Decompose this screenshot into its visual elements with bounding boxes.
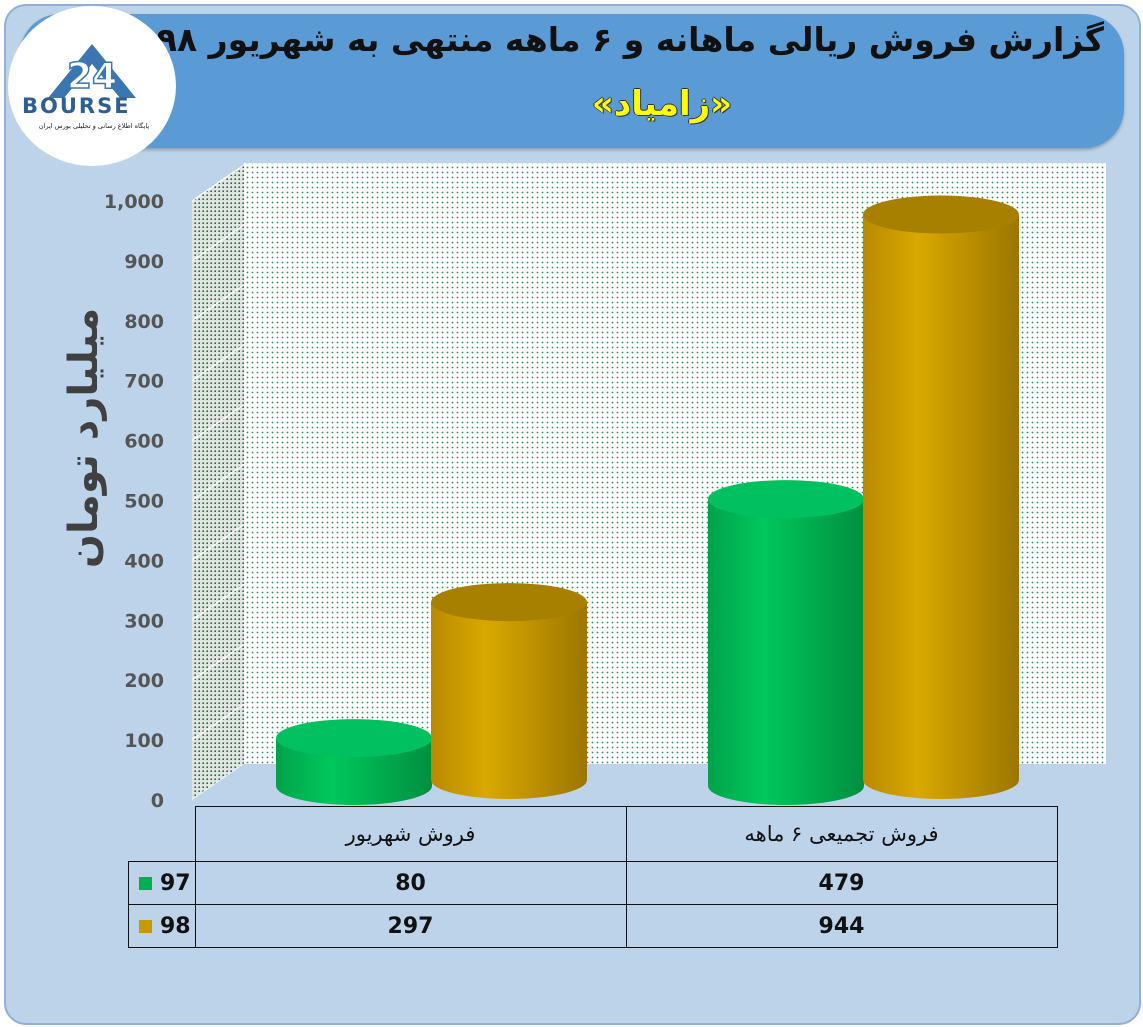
- legend-cell-98: 98: [128, 904, 196, 948]
- y-tick-label: 900: [124, 251, 164, 273]
- gridline-side: [191, 643, 245, 681]
- logo-mark-icon: 24: [48, 44, 136, 98]
- bar-top: [276, 719, 432, 758]
- gridline-side: [191, 284, 245, 322]
- table-cell: 80: [194, 861, 627, 905]
- data-table: فروش شهریور فروش تجمیعی ۶ ماهه 97 80 479…: [128, 806, 1058, 948]
- bar-body: [276, 738, 432, 805]
- table-corner: [128, 806, 196, 862]
- bars-group: [276, 195, 1019, 805]
- y-tick-label: 100: [124, 730, 164, 752]
- bar-top: [431, 583, 587, 622]
- gridline-side: [191, 523, 245, 561]
- gridline-side: [191, 404, 245, 442]
- logo-tagline: پایگاه اطلاع رسانی و تحلیلی بورس ایران: [38, 122, 150, 130]
- y-tick-label: 400: [124, 550, 164, 572]
- gridline-side: [191, 224, 245, 262]
- gridline-side: [191, 703, 245, 741]
- chart-title: گزارش فروش ریالی ماهانه و ۶ ماهه منتهی ب…: [156, 20, 1104, 59]
- chart-frame: گزارش فروش ریالی ماهانه و ۶ ماهه منتهی ب…: [4, 4, 1141, 1025]
- legend-swatch-98: [139, 920, 152, 933]
- y-tick-label: 700: [124, 371, 164, 393]
- legend-cell-97: 97: [128, 861, 196, 905]
- bar-98-1: [863, 195, 1019, 799]
- bar-97-0: [276, 719, 432, 805]
- chart-subtitle: «زامیاد»: [591, 84, 733, 124]
- table-category-header: فروش تجمیعی ۶ ماهه: [625, 806, 1058, 862]
- bar-body: [431, 602, 587, 799]
- table-header-row: فروش شهریور فروش تجمیعی ۶ ماهه: [128, 806, 1058, 862]
- bourse24-logo: 24 BOURSE پایگاه اطلاع رسانی و تحلیلی بو…: [8, 6, 176, 166]
- chart-header: گزارش فروش ریالی ماهانه و ۶ ماهه منتهی ب…: [20, 14, 1124, 148]
- bar-body: [863, 214, 1019, 799]
- bar-body: [708, 499, 864, 805]
- logo-brand: BOURSE: [22, 94, 131, 118]
- table-cell: 944: [625, 904, 1058, 948]
- y-tick-label: 500: [124, 491, 164, 513]
- bar-98-0: [431, 583, 587, 799]
- legend-swatch-97: [139, 877, 152, 890]
- table-row: 97 80 479: [128, 861, 1058, 905]
- bar-97-1: [708, 480, 864, 805]
- table-row: 98 297 944: [128, 904, 1058, 948]
- table-category-header: فروش شهریور: [194, 806, 627, 862]
- table-cell: 479: [625, 861, 1058, 905]
- gridline-side: [191, 583, 245, 621]
- bar-top: [863, 195, 1019, 234]
- y-tick-label: 200: [124, 670, 164, 692]
- y-axis-label: میلیارد تومان: [61, 307, 107, 569]
- gridline-side: [191, 464, 245, 501]
- y-tick-label: 600: [124, 431, 164, 453]
- gridline-side: [191, 344, 245, 382]
- gridline-side: [191, 164, 245, 202]
- legend-label-97: 97: [160, 870, 191, 896]
- logo-number: 24: [67, 56, 117, 97]
- bar-top: [708, 480, 864, 519]
- y-tick-label: 300: [124, 610, 164, 632]
- legend-label-98: 98: [160, 913, 191, 939]
- y-tick-label: 800: [124, 311, 164, 333]
- y-tick-label: 1,000: [104, 191, 164, 213]
- table-cell: 297: [194, 904, 627, 948]
